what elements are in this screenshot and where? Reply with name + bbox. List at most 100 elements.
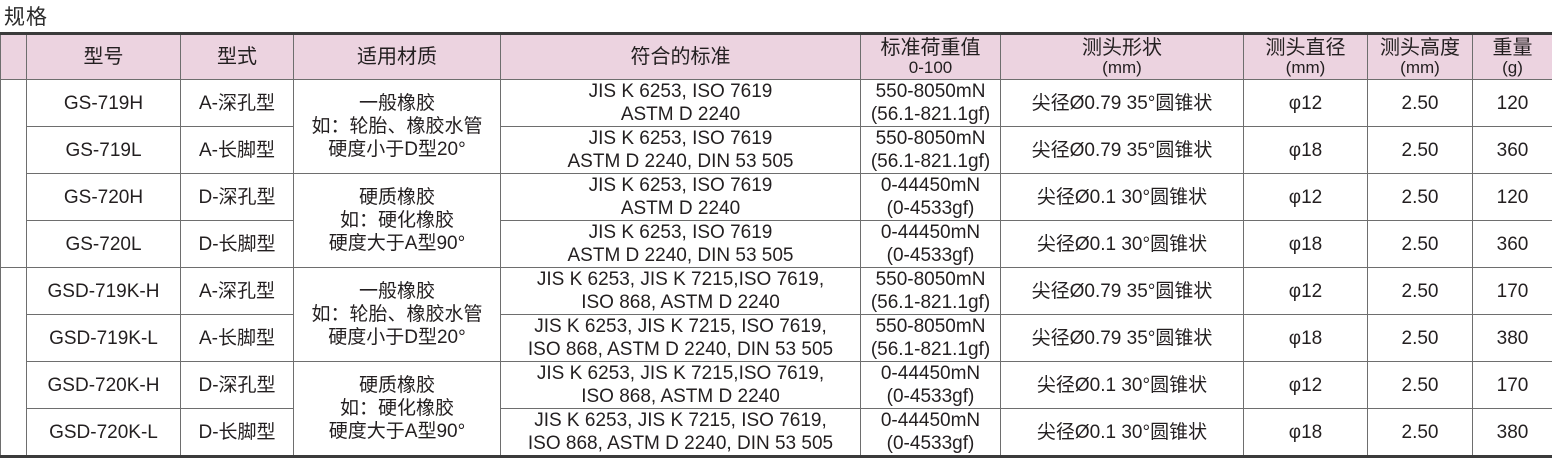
- header-shape: 测头形状 (mm): [1001, 34, 1244, 80]
- header-row: 型号 型式 适用材质 符合的标准 标准荷重值 0-100 测头形状 (mm) 测…: [1, 34, 1552, 80]
- cell-model: GS-719H: [27, 80, 181, 127]
- cell-load: 550-8050mN(56.1-821.1gf): [861, 80, 1001, 127]
- cell-model: GSD-720K-H: [27, 362, 181, 409]
- cell-load: 0-44450mN(0-4533gf): [861, 174, 1001, 221]
- header-corner: [1, 34, 27, 80]
- header-type: 型式: [181, 34, 294, 80]
- group-rail-analog: Analog: [1, 80, 27, 268]
- cell-weight: 170: [1473, 268, 1552, 315]
- cell-height: 2.50: [1368, 268, 1473, 315]
- cell-height: 2.50: [1368, 80, 1473, 127]
- cell-model: GS-720L: [27, 221, 181, 268]
- cell-type: A-长脚型: [181, 127, 294, 174]
- cell-type: D-长脚型: [181, 221, 294, 268]
- cell-shape: 尖径Ø0.1 30°圆锥状: [1001, 409, 1244, 457]
- cell-shape: 尖径Ø0.1 30°圆锥状: [1001, 174, 1244, 221]
- group-rail-digital: Digital: [1, 268, 27, 457]
- cell-diameter: φ18: [1244, 127, 1368, 174]
- cell-type: D-深孔型: [181, 362, 294, 409]
- cell-standard: JIS K 6253, JIS K 7215, ISO 7619,ISO 868…: [501, 315, 861, 362]
- header-shape-sub: (mm): [1005, 59, 1239, 77]
- cell-shape: 尖径Ø0.1 30°圆锥状: [1001, 362, 1244, 409]
- cell-height: 2.50: [1368, 127, 1473, 174]
- cell-material: 硬质橡胶如：硬化橡胶硬度大于A型90°: [294, 362, 501, 457]
- cell-standard: JIS K 6253, JIS K 7215, ISO 7619,ISO 868…: [501, 409, 861, 457]
- header-height-main: 测头高度: [1380, 37, 1460, 59]
- table-header: 型号 型式 适用材质 符合的标准 标准荷重值 0-100 测头形状 (mm) 测…: [1, 34, 1552, 80]
- cell-model: GSD-719K-L: [27, 315, 181, 362]
- cell-load: 550-8050mN(56.1-821.1gf): [861, 127, 1001, 174]
- cell-diameter: φ18: [1244, 409, 1368, 457]
- cell-weight: 360: [1473, 221, 1552, 268]
- header-diameter-sub: (mm): [1248, 59, 1363, 77]
- specifications-table: 型号 型式 适用材质 符合的标准 标准荷重值 0-100 测头形状 (mm) 测…: [0, 32, 1552, 458]
- header-diameter-main: 测头直径: [1266, 37, 1346, 59]
- cell-height: 2.50: [1368, 221, 1473, 268]
- cell-type: A-深孔型: [181, 80, 294, 127]
- header-load: 标准荷重值 0-100: [861, 34, 1001, 80]
- header-standard: 符合的标准: [501, 34, 861, 80]
- cell-load: 0-44450mN(0-4533gf): [861, 221, 1001, 268]
- cell-model: GS-719L: [27, 127, 181, 174]
- cell-shape: 尖径Ø0.79 35°圆锥状: [1001, 268, 1244, 315]
- cell-model: GS-720H: [27, 174, 181, 221]
- cell-load: 0-44450mN(0-4533gf): [861, 362, 1001, 409]
- cell-diameter: φ18: [1244, 221, 1368, 268]
- cell-material: 一般橡胶如：轮胎、橡胶水管硬度小于D型20°: [294, 268, 501, 362]
- cell-diameter: φ12: [1244, 268, 1368, 315]
- cell-weight: 360: [1473, 127, 1552, 174]
- cell-shape: 尖径Ø0.79 35°圆锥状: [1001, 315, 1244, 362]
- header-weight-sub: (g): [1477, 59, 1548, 77]
- cell-weight: 170: [1473, 362, 1552, 409]
- header-weight-main: 重量: [1493, 37, 1533, 59]
- cell-type: D-深孔型: [181, 174, 294, 221]
- cell-height: 2.50: [1368, 174, 1473, 221]
- cell-material: 硬质橡胶如：硬化橡胶硬度大于A型90°: [294, 174, 501, 268]
- cell-weight: 380: [1473, 315, 1552, 362]
- header-height-sub: (mm): [1372, 59, 1468, 77]
- cell-type: A-长脚型: [181, 315, 294, 362]
- cell-weight: 380: [1473, 409, 1552, 457]
- page-title: 规格: [0, 0, 1552, 32]
- cell-height: 2.50: [1368, 315, 1473, 362]
- cell-material: 一般橡胶如：轮胎、橡胶水管硬度小于D型20°: [294, 80, 501, 174]
- cell-type: D-长脚型: [181, 409, 294, 457]
- group-label: Digital: [5, 329, 28, 389]
- header-weight: 重量 (g): [1473, 34, 1552, 80]
- cell-height: 2.50: [1368, 362, 1473, 409]
- header-height: 测头高度 (mm): [1368, 34, 1473, 80]
- header-shape-main: 测头形状: [1082, 37, 1162, 59]
- cell-model: GSD-719K-H: [27, 268, 181, 315]
- cell-shape: 尖径Ø0.79 35°圆锥状: [1001, 80, 1244, 127]
- cell-diameter: φ12: [1244, 362, 1368, 409]
- cell-standard: JIS K 6253, JIS K 7215,ISO 7619,ISO 868,…: [501, 268, 861, 315]
- cell-diameter: φ12: [1244, 80, 1368, 127]
- header-load-main: 标准荷重值: [881, 37, 981, 59]
- cell-type: A-深孔型: [181, 268, 294, 315]
- cell-standard: JIS K 6253, JIS K 7215,ISO 7619,ISO 868,…: [501, 362, 861, 409]
- cell-weight: 120: [1473, 174, 1552, 221]
- header-diameter: 测头直径 (mm): [1244, 34, 1368, 80]
- cell-weight: 120: [1473, 80, 1552, 127]
- cell-shape: 尖径Ø0.1 30°圆锥状: [1001, 221, 1244, 268]
- header-model: 型号: [27, 34, 181, 80]
- cell-height: 2.50: [1368, 409, 1473, 457]
- header-load-sub: 0-100: [865, 59, 996, 77]
- cell-load: 550-8050mN(56.1-821.1gf): [861, 315, 1001, 362]
- group-label: Analog: [5, 138, 28, 203]
- cell-model: GSD-720K-L: [27, 409, 181, 457]
- cell-diameter: φ12: [1244, 174, 1368, 221]
- cell-shape: 尖径Ø0.79 35°圆锥状: [1001, 127, 1244, 174]
